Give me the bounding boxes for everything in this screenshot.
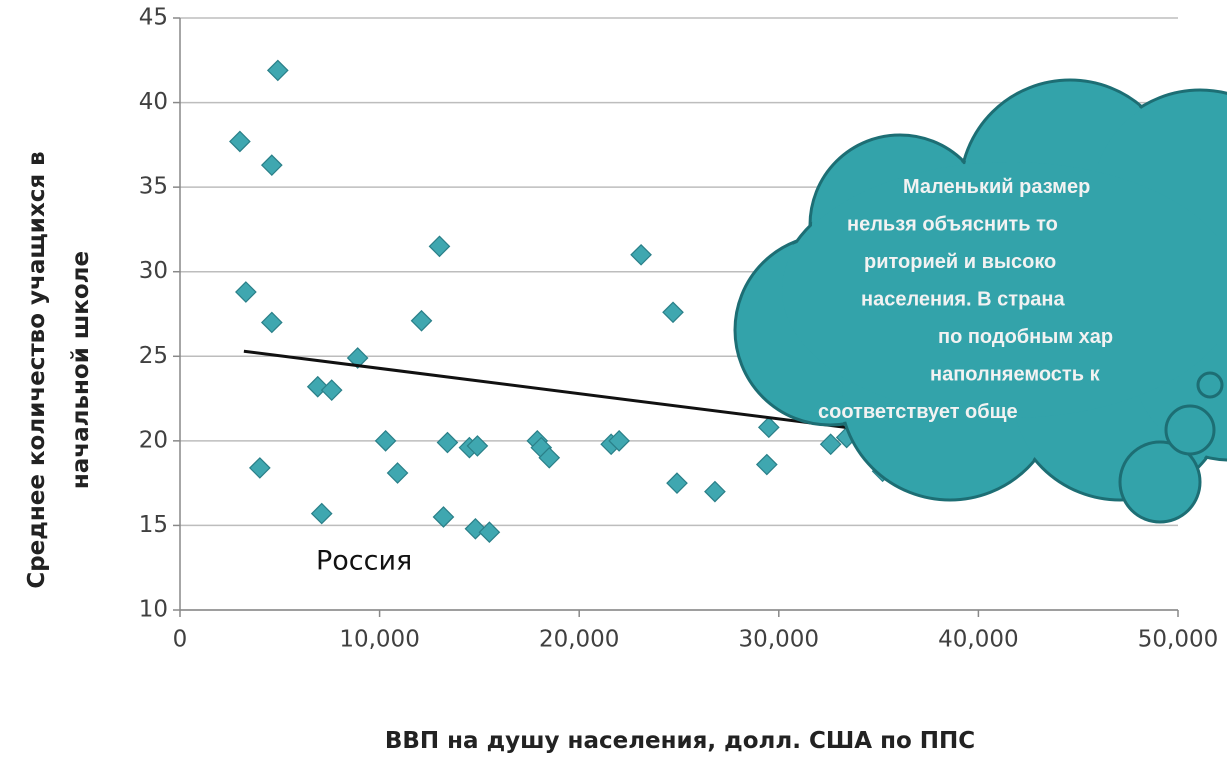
y-tick-label: 35 [139,174,168,200]
point [374,430,397,452]
callout-text: Маленький размер нельзя объяснить то ритор… [818,176,1113,423]
y-tick-label: 45 [139,5,168,31]
y-tick-label: 30 [139,258,168,284]
point [310,502,333,525]
point [608,430,630,452]
point [386,462,409,484]
callout-line: наполняемость к [930,364,1101,386]
callout-line: населения. В страна [861,289,1066,311]
x-axis-title: ВВП на душу населения, долл. США по ППС [385,728,975,754]
x-tick-label: 0 [173,627,188,653]
point [666,472,688,494]
point [819,433,842,456]
callout-line: нельзя объяснить то [847,214,1058,236]
point [538,446,561,469]
point [428,235,451,258]
y-tick-label: 40 [139,89,168,115]
point [248,457,271,479]
point [436,431,459,454]
point [662,301,684,324]
x-tick-label: 20,000 [539,627,619,653]
point [704,480,726,503]
point [320,379,343,401]
point [755,453,778,476]
point [478,521,501,544]
callout-line: риторией и высоко [864,251,1056,273]
callout-line: по подобным хар [938,326,1113,348]
point [266,59,289,82]
trendline [243,349,859,431]
point [410,309,433,332]
y-axis-title: начальной школе [68,251,94,489]
point [229,130,251,153]
point [260,311,283,334]
point [630,243,652,266]
callout-cloud [733,78,1227,524]
y-tick-label: 25 [139,343,168,369]
y-tick-label: 10 [139,597,168,623]
point [235,281,257,303]
x-tick-label: 50,000 [1138,627,1218,653]
y-tick-label: 15 [139,512,168,538]
y-tick-label: 20 [139,427,168,453]
x-tick-label: 30,000 [739,627,819,653]
callout-line: соответствует обще [818,401,1018,423]
callout-line: Маленький размер [903,176,1090,198]
point [260,154,283,177]
point [346,347,369,369]
point [757,416,780,439]
x-tick-label: 10,000 [339,627,419,653]
annotation: Россия [316,546,412,577]
grid: 10 15 20 25 30 35 40 45 0 10,000 20,000 30,000 40,00… [139,5,1219,653]
point [466,435,489,457]
point [432,506,455,528]
y-axis-title: Среднее количество учащихся в [24,151,50,588]
x-tick-label: 40,000 [938,627,1018,653]
